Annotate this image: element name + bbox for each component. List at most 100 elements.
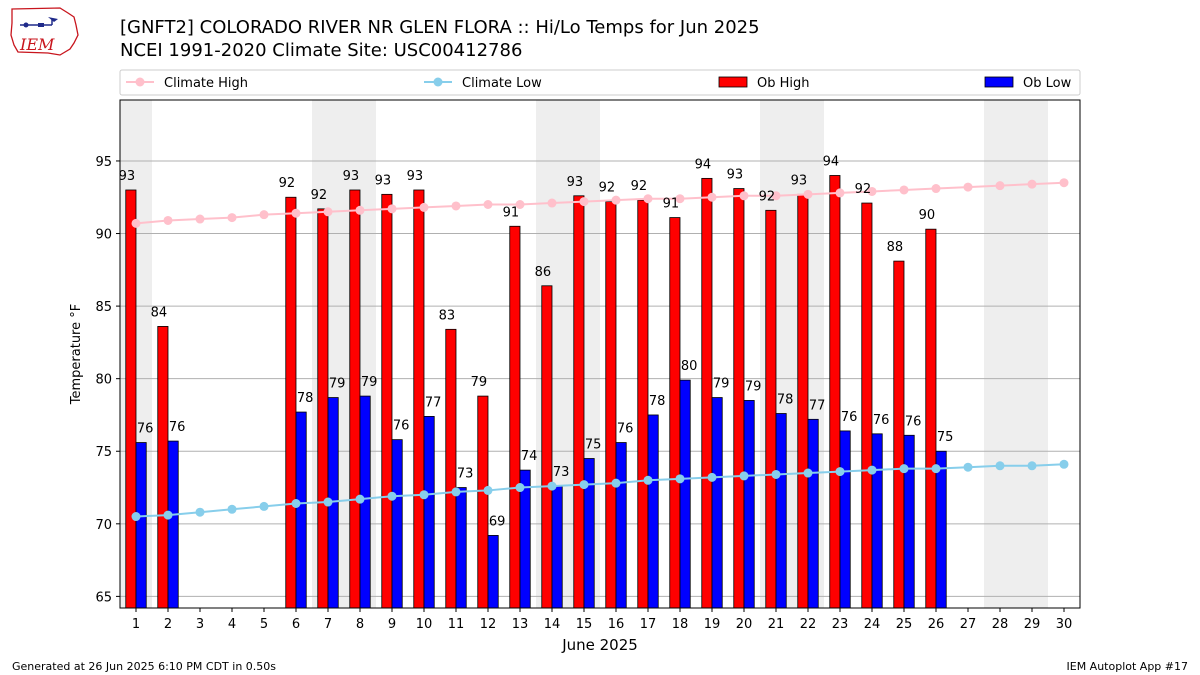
climate-low-point: [323, 497, 333, 507]
ob-high-label: 83: [439, 308, 456, 323]
ob-low-label: 74: [521, 449, 538, 464]
ob-high-bar: [637, 199, 649, 609]
svg-text:IEM: IEM: [19, 35, 55, 54]
ob-low-bar: [647, 414, 659, 609]
x-tick-label: 16: [608, 617, 625, 632]
climate-low-point: [259, 501, 269, 511]
ob-high-bar: [797, 193, 809, 609]
climate-high-point: [1059, 178, 1069, 188]
ob-low-label: 76: [393, 419, 410, 434]
ob-low-label: 76: [617, 422, 634, 437]
x-axis-label: June 2025: [561, 636, 638, 654]
ob-high-label: 94: [823, 154, 840, 169]
x-tick-label: 12: [480, 617, 497, 632]
ob-high-label: 93: [567, 175, 584, 190]
ob-high-bar: [733, 188, 745, 609]
climate-low-point: [771, 469, 781, 479]
ob-low-bar: [135, 442, 147, 609]
ob-low-label: 79: [361, 375, 378, 390]
climate-lines: [131, 178, 1069, 522]
climate-high-point: [963, 182, 973, 192]
ob-low-label: 79: [745, 379, 762, 394]
climate-low-point: [355, 494, 365, 504]
climate-low-point: [547, 481, 557, 491]
ob-low-bar: [455, 487, 467, 609]
ob-low-bar: [807, 418, 819, 609]
climate-low-point: [227, 504, 237, 514]
ob-low-label: 78: [777, 393, 794, 408]
y-tick-label: 80: [95, 373, 112, 388]
climate-low-point: [483, 485, 493, 495]
ob-high-label: 92: [599, 181, 616, 196]
ob-low-label: 76: [873, 413, 890, 428]
ob-low-label: 77: [425, 395, 442, 410]
x-tick-label: 8: [356, 617, 364, 632]
x-tick-label: 7: [324, 617, 332, 632]
climate-low-point: [1027, 461, 1037, 471]
ob-low-label: 73: [457, 467, 474, 482]
y-axis-ticks: 65 70 75 80 85 90 95: [95, 155, 120, 605]
ob-low-label: 78: [649, 394, 666, 409]
ob-high-bar: [477, 395, 489, 609]
ob-high-bar: [861, 202, 873, 609]
ob-low-label: 75: [585, 438, 602, 453]
ob-high-label: 93: [791, 173, 808, 188]
x-tick-label: 17: [640, 617, 657, 632]
x-tick-label: 19: [704, 617, 721, 632]
ob-low-bar: [487, 535, 499, 609]
ob-low-bar: [551, 485, 563, 609]
ob-high-bar: [701, 177, 713, 609]
climate-high-point: [259, 210, 269, 220]
ob-low-bar: [743, 400, 755, 609]
ob-high-bar: [573, 195, 585, 609]
y-axis-label: Temperature °F: [69, 304, 84, 405]
legend: Climate High Climate Low Ob High Ob Low: [119, 69, 1081, 96]
ob-high-label: 94: [695, 157, 712, 172]
ob-low-label: 78: [297, 391, 314, 406]
x-tick-label: 15: [576, 617, 593, 632]
ob-high-label: 79: [471, 375, 488, 390]
climate-low-point: [131, 512, 141, 522]
ob-low-bar: [903, 434, 915, 609]
ob-high-label: 93: [407, 169, 424, 184]
x-tick-label: 29: [1024, 617, 1041, 632]
x-tick-label: 28: [992, 617, 1009, 632]
climate-low-point: [451, 487, 461, 497]
climate-low-point: [163, 510, 173, 520]
climate-low-point: [387, 491, 397, 501]
climate-high-line: [135, 181, 1065, 225]
x-tick-label: 14: [544, 617, 561, 632]
climate-low-point: [579, 480, 589, 490]
climate-high-point: [547, 198, 557, 208]
chart-subtitle: NCEI 1991-2020 Climate Site: USC00412786: [120, 40, 523, 61]
ob-low-bar: [711, 397, 723, 609]
climate-high-point: [227, 213, 237, 223]
bar-series: [125, 175, 947, 609]
ob-low-label: 80: [681, 359, 698, 374]
ob-low-label: 75: [937, 430, 954, 445]
climate-high-point: [707, 192, 717, 202]
climate-high-point: [419, 202, 429, 212]
climate-high-point: [131, 218, 141, 228]
climate-low-point: [515, 483, 525, 493]
climate-low-point: [291, 498, 301, 508]
legend-marker: [433, 77, 443, 87]
ob-low-bar: [295, 411, 307, 609]
legend-label: Ob Low: [1023, 76, 1072, 91]
climate-high-point: [515, 200, 525, 210]
climate-low-point: [419, 490, 429, 500]
data-labels: 93 76 84 76 92 78 92 79 93 79 93 76 93 77 83 73 79 69 91 74…: [119, 154, 954, 529]
climate-high-point: [291, 208, 301, 218]
ob-high-bar: [509, 225, 521, 609]
y-tick-label: 85: [95, 300, 112, 315]
ob-high-label: 92: [311, 188, 328, 203]
ob-high-label: 93: [727, 168, 744, 183]
chart-title: [GNFT2] COLORADO RIVER NR GLEN FLORA :: …: [120, 17, 760, 38]
legend-swatch: [718, 76, 748, 88]
legend-swatch: [984, 76, 1014, 88]
climate-high-point: [867, 186, 877, 196]
ob-high-bar: [125, 189, 137, 609]
climate-high-point: [1027, 179, 1037, 189]
ob-high-label: 92: [631, 179, 648, 194]
x-tick-label: 6: [292, 617, 300, 632]
